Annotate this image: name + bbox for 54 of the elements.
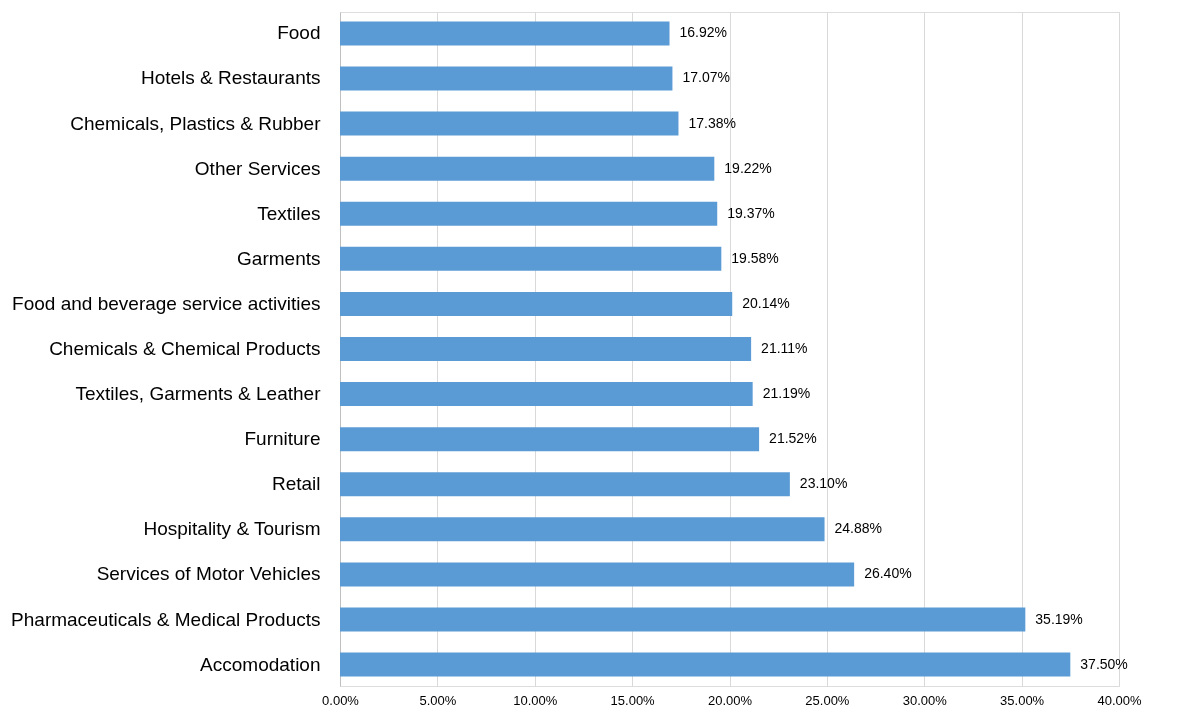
data-label: 20.14%: [742, 294, 790, 311]
bar: [340, 156, 715, 181]
bar: [340, 111, 679, 136]
y-tick-label: Garments: [237, 247, 321, 269]
bar: [340, 472, 790, 497]
y-tick-label: Accomodation: [200, 653, 321, 675]
data-label: 16.92%: [679, 24, 727, 41]
bar: [340, 517, 825, 542]
data-label: 23.10%: [799, 475, 848, 492]
y-tick-label: Chemicals, Plastics & Rubber: [70, 112, 322, 134]
data-label: 21.19%: [762, 385, 811, 402]
bar: [340, 201, 718, 226]
data-label: 35.19%: [1035, 610, 1083, 627]
y-tick-label: Furniture: [244, 428, 321, 450]
x-tick-label: 15.00%: [610, 692, 656, 708]
x-tick-label: 20.00%: [707, 692, 753, 708]
data-label: 37.50%: [1080, 655, 1128, 672]
bar: [340, 427, 760, 452]
bar: [340, 21, 670, 46]
bar: [340, 562, 855, 587]
data-label: 19.37%: [727, 204, 775, 221]
y-tick-label: Pharmaceuticals & Medical Products: [11, 608, 321, 630]
y-tick-label: Textiles, Garments & Leather: [75, 383, 322, 405]
y-tick-label: Retail: [271, 473, 321, 495]
y-tick-label: Hospitality & Tourism: [143, 518, 321, 540]
x-tick-label: 0.00%: [322, 692, 360, 708]
x-tick-label: 40.00%: [1097, 692, 1142, 708]
x-tick-label: 10.00%: [513, 692, 558, 708]
y-tick-label: Textiles: [257, 202, 321, 224]
x-tick-label: 5.00%: [419, 692, 457, 708]
data-label: 19.58%: [731, 249, 779, 266]
data-label: 21.11%: [761, 340, 808, 356]
bar: [340, 652, 1071, 677]
data-label: 26.40%: [864, 565, 912, 582]
bar: [340, 382, 753, 407]
y-tick-label: Other Services: [194, 157, 321, 179]
y-tick-label: Food: [277, 22, 321, 44]
bar: [340, 66, 673, 91]
bar: [340, 337, 752, 361]
x-tick-label: 25.00%: [805, 692, 850, 708]
data-label: 24.88%: [834, 520, 883, 537]
bar: [340, 291, 733, 316]
y-tick-label: Chemicals & Chemical Products: [49, 338, 321, 359]
x-tick-label: 30.00%: [902, 692, 948, 708]
bar: [340, 607, 1026, 632]
y-tick-label: Hotels & Restaurants: [140, 67, 321, 89]
data-label: 19.22%: [724, 159, 772, 176]
x-tick-label: 35.00%: [1000, 692, 1045, 708]
data-label: 17.38%: [688, 114, 736, 131]
data-label: 21.52%: [769, 430, 817, 447]
data-label: 17.07%: [682, 69, 730, 86]
y-tick-label: Food and beverage service activities: [12, 292, 321, 314]
y-tick-label: Services of Motor Vehicles: [96, 563, 321, 585]
bar: [340, 246, 722, 271]
